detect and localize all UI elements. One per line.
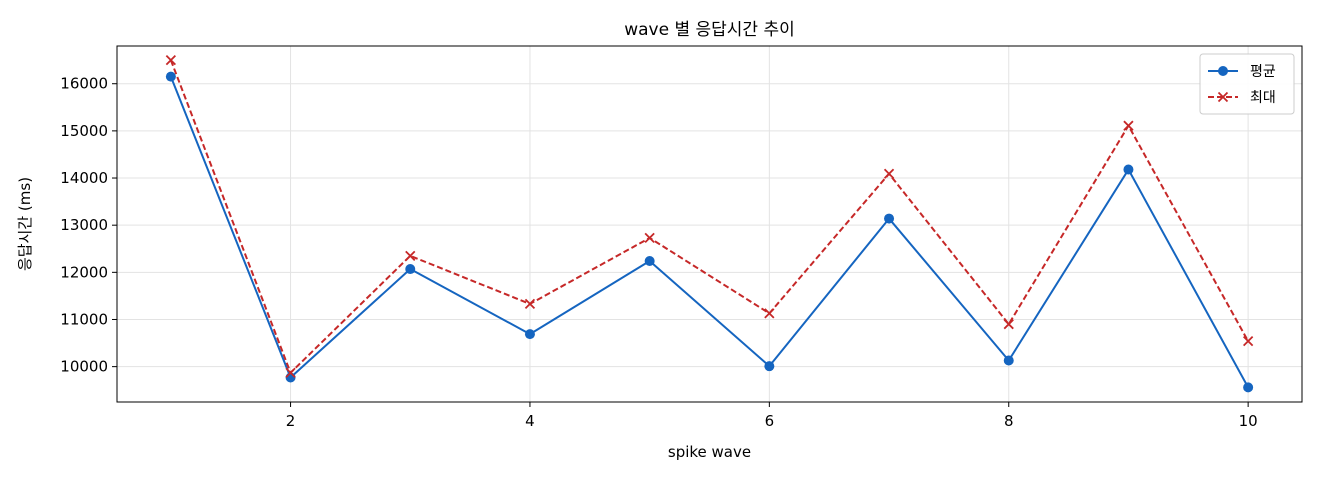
series-1	[165, 71, 1254, 393]
data-point	[644, 256, 655, 267]
series-2	[165, 55, 1254, 378]
data-point	[165, 71, 176, 82]
data-point	[883, 168, 895, 179]
legend-label: 평균	[1250, 64, 1276, 80]
y-tick-label: 16000	[60, 75, 108, 93]
y-tick-label: 12000	[60, 263, 108, 281]
legend-box	[1199, 53, 1295, 115]
data-point	[1243, 382, 1254, 393]
plot-frame	[116, 45, 1303, 403]
legend-marker	[1218, 66, 1228, 76]
data-point	[1003, 319, 1014, 330]
data-point	[524, 298, 536, 310]
x-tick-label: 2	[286, 412, 296, 430]
data-point	[524, 329, 535, 340]
y-tick-label: 15000	[60, 122, 108, 140]
x-tick-label: 10	[1239, 412, 1258, 430]
x-tick-label: 4	[525, 412, 535, 430]
data-point	[165, 55, 177, 66]
y-tick-label: 14000	[60, 169, 108, 187]
x-axis-label: spike wave	[668, 443, 751, 461]
legend-marker	[1217, 91, 1229, 103]
y-tick-label: 10000	[60, 358, 108, 376]
data-point	[644, 232, 655, 244]
data-point	[1123, 120, 1134, 131]
x-axis-ticks: 2 4 6 8 10	[286, 402, 1258, 430]
data-point	[405, 250, 416, 261]
legend-label: 최대	[1250, 90, 1276, 106]
series-line	[169, 76, 1250, 388]
data-point	[405, 264, 416, 275]
data-point	[764, 308, 775, 319]
data-point	[1243, 336, 1254, 347]
series-layer	[165, 55, 1254, 393]
x-tick-label: 8	[1004, 412, 1014, 430]
legend-item: 평균	[1208, 64, 1276, 80]
chart-title: wave 별 응답시간 추이	[624, 20, 795, 40]
data-point	[764, 361, 775, 372]
y-tick-label: 11000	[60, 310, 108, 328]
data-point	[1003, 355, 1014, 366]
y-tick-label: 13000	[60, 216, 108, 234]
data-point	[884, 213, 895, 224]
data-point	[285, 367, 296, 378]
series-line	[169, 59, 1250, 374]
y-axis-label: 응답시간 (ms)	[16, 177, 34, 271]
y-axis-ticks: 10000 11000 12000 13000 14000 15000 16000	[60, 75, 117, 376]
x-tick-label: 6	[765, 412, 775, 430]
legend-item: 최대	[1208, 90, 1276, 106]
data-point	[1123, 164, 1134, 175]
grid-lines	[117, 46, 1302, 402]
